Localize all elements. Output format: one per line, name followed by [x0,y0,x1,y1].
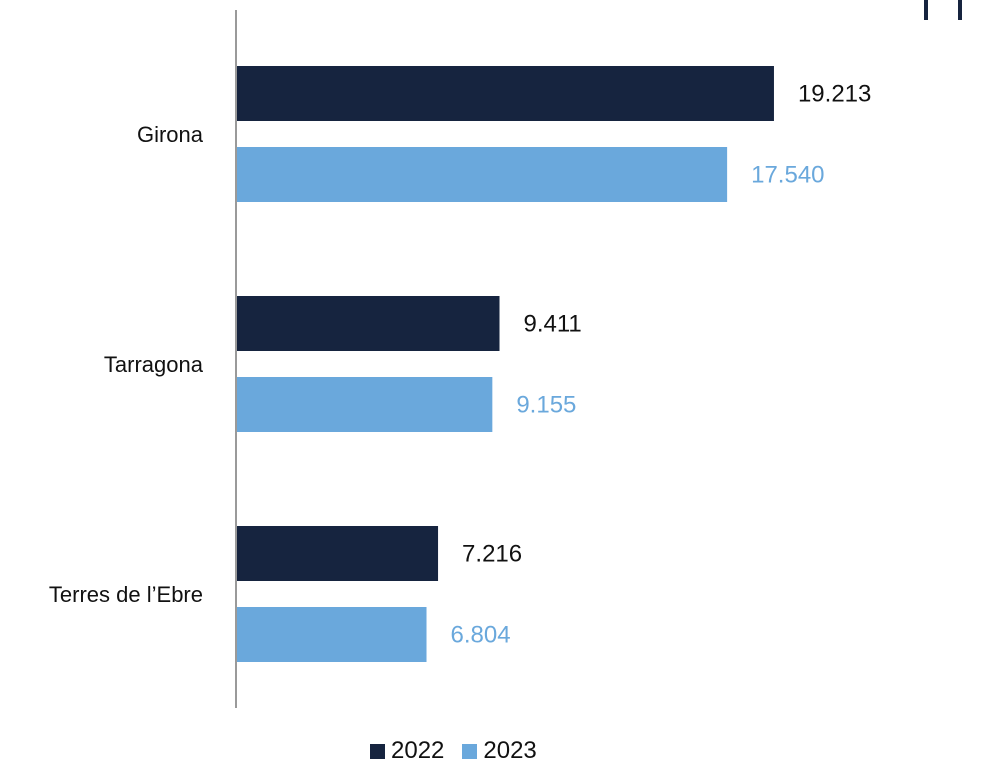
corner-mark-right [958,0,962,20]
legend-swatch-2022 [370,743,385,759]
data-label-2023-0: 17.540 [751,162,824,189]
bar-2022-2 [236,526,439,581]
bar-2023-0 [236,147,728,202]
bar-2023-1 [236,377,493,432]
category-label-0: Girona [137,122,204,147]
legend: 2022 2023 [370,734,537,768]
data-label-2023-1: 9.155 [516,392,576,419]
data-label-2022-2: 7.216 [462,541,522,568]
legend-item-2023: 2023 [462,737,537,765]
bar-2022-0 [236,66,774,121]
bar-2023-2 [236,607,427,662]
corner-mark-left [924,0,928,20]
legend-label-2023: 2023 [483,737,537,764]
category-label-2: Terres de l’Ebre [49,582,203,607]
legend-item-2022: 2022 [370,737,444,765]
legend-label-2022: 2022 [391,737,445,764]
data-label-2022-0: 19.213 [798,81,871,108]
legend-swatch-2023 [462,743,478,759]
bar-2022-1 [236,296,500,351]
data-label-2022-1: 9.411 [524,311,582,338]
category-label-1: Tarragona [104,352,204,377]
data-label-2023-2: 6.804 [451,622,511,649]
